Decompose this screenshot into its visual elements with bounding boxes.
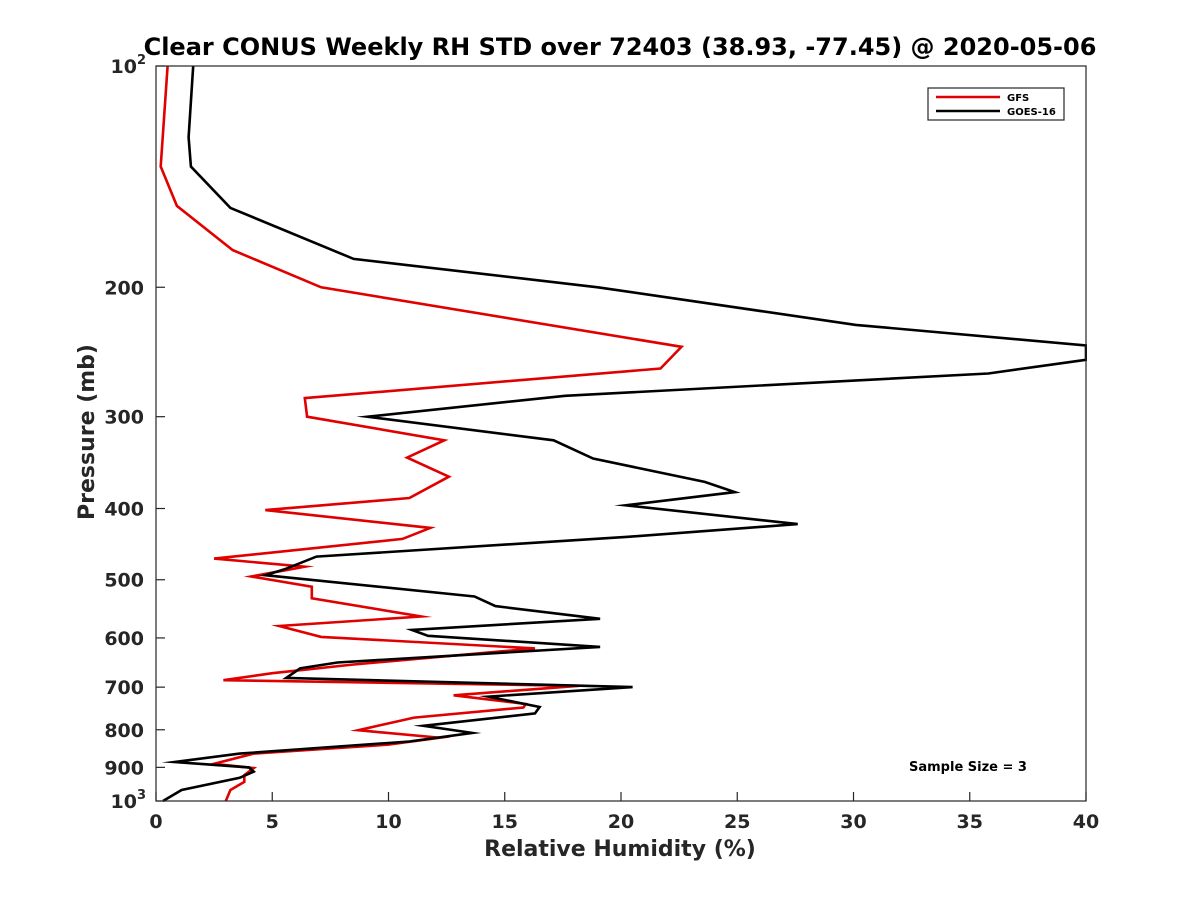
x-tick-label: 10	[375, 811, 401, 833]
sample-size-annotation: Sample Size = 3	[909, 760, 1027, 775]
x-tick-label: 20	[608, 811, 634, 833]
y-tick-label: 400	[104, 499, 144, 521]
series-group	[159, 65, 1087, 802]
legend: GFS GOES-16	[927, 87, 1065, 121]
x-axis: 0 5 10 15 20 25 30 35 40	[149, 792, 1099, 833]
x-tick-label: 0	[149, 811, 162, 833]
y-tick-label: 600	[104, 628, 144, 650]
series-line-gfs	[159, 65, 685, 802]
chart-title: Clear CONUS Weekly RH STD over 72403 (38…	[144, 33, 1097, 61]
x-tick-label: 15	[492, 811, 518, 833]
series-line-goes-16	[161, 65, 1087, 802]
x-tick-label: 40	[1073, 811, 1099, 833]
y-tick-label: 500	[104, 570, 144, 592]
y-tick-label: 700	[104, 677, 144, 699]
x-tick-label: 35	[957, 811, 983, 833]
y-tick-label: 200	[104, 277, 144, 299]
y-tick-label: 800	[104, 720, 144, 742]
y-axis-label: Pressure (mb)	[75, 344, 100, 520]
legend-box	[927, 87, 1065, 121]
y-tick-label: 102	[111, 53, 147, 78]
legend-label: GFS	[1007, 93, 1029, 104]
x-tick-label: 30	[840, 811, 866, 833]
x-axis-label: Relative Humidity (%)	[484, 837, 756, 862]
x-tick-label: 25	[724, 811, 750, 833]
y-tick-label: 103	[111, 788, 147, 813]
plot-frame	[155, 65, 1087, 802]
y-tick-label: 300	[104, 407, 144, 429]
legend-label: GOES-16	[1007, 107, 1056, 118]
y-axis: 102 200 300 400 500 600 700 800 900 103	[104, 53, 165, 813]
x-tick-label: 5	[266, 811, 279, 833]
y-tick-label: 900	[104, 757, 144, 779]
